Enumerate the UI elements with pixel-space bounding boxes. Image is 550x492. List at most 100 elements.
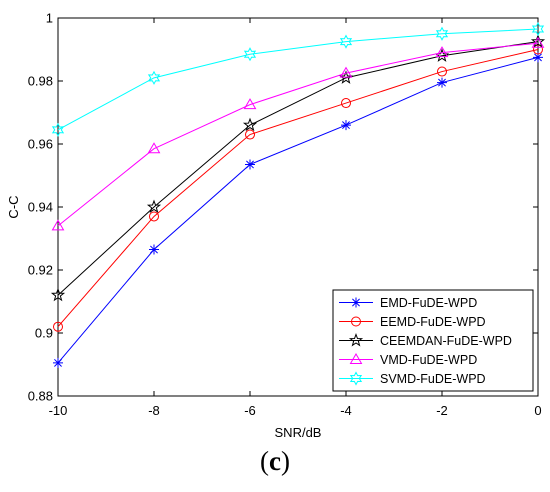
data-point-shape — [245, 159, 255, 170]
legend-marker — [348, 333, 364, 347]
legend-label: SVMD-FuDE-WPD — [380, 372, 486, 386]
legend-marker — [351, 297, 361, 308]
x-tick-label: -10 — [49, 403, 68, 418]
data-point-shape — [531, 36, 545, 48]
data-point — [531, 21, 545, 37]
data-point — [339, 34, 353, 49]
data-point-shape — [149, 211, 159, 222]
data-point — [50, 287, 66, 302]
legend-label: EMD-FuDE-WPD — [380, 296, 477, 310]
data-point — [51, 219, 65, 231]
data-point-shape — [533, 52, 543, 63]
data-point — [147, 142, 161, 154]
data-point-shape — [53, 357, 63, 368]
data-point-shape — [147, 142, 161, 154]
data-point — [531, 36, 545, 48]
legend-marker-shape — [349, 353, 363, 364]
series-line — [57, 41, 539, 296]
legend-item: VMD-FuDE-WPD — [339, 353, 477, 367]
legend-label: EEMD-FuDE-WPD — [380, 315, 486, 329]
data-point-shape — [437, 77, 447, 88]
x-tick-label: 0 — [534, 403, 541, 418]
legend-marker-shape — [349, 371, 363, 386]
chart-svg: -10 -8 -6 -4 -2 0 0.88 0.9 0.92 0.94 0.96 0.98 1 EMD… — [6, 11, 546, 440]
y-tick-label: 0.9 — [35, 326, 53, 341]
data-point-shape — [146, 199, 162, 214]
data-point-shape — [51, 219, 65, 231]
x-tick-label: -2 — [436, 403, 448, 418]
data-point-shape — [531, 21, 545, 37]
y-tick-label: 0.98 — [28, 74, 53, 89]
legend-label: VMD-FuDE-WPD — [380, 353, 477, 367]
legend-marker — [349, 371, 363, 386]
series-line — [57, 42, 539, 227]
data-point — [53, 357, 63, 368]
data-point-shape — [147, 70, 161, 85]
data-point — [341, 120, 351, 131]
series-line — [57, 28, 539, 131]
y-axis-title: C-C — [6, 195, 21, 218]
data-point-shape — [435, 46, 449, 58]
data-point — [245, 129, 255, 140]
legend-label: CEEMDAN-FuDE-WPD — [380, 334, 512, 348]
data-point — [533, 44, 543, 55]
data-point — [147, 70, 161, 85]
legend-marker-shape — [351, 297, 361, 308]
data-point-shape — [533, 44, 543, 55]
legend-item: CEEMDAN-FuDE-WPD — [339, 333, 512, 348]
data-point-shape — [341, 98, 351, 109]
series-ceemdan-fude-wpd — [50, 34, 546, 302]
data-point-shape — [243, 47, 257, 62]
data-point — [437, 66, 447, 77]
data-point — [243, 47, 257, 62]
data-point — [533, 52, 543, 63]
data-point — [51, 122, 65, 137]
data-point — [146, 199, 162, 214]
series-eemd-fude-wpd — [53, 44, 543, 332]
y-tick-label: 0.92 — [28, 263, 53, 278]
data-point-shape — [245, 129, 255, 140]
series-emd-fude-wpd — [53, 52, 543, 368]
data-point-shape — [341, 120, 351, 131]
data-point-shape — [339, 66, 353, 78]
series-svmd-fude-wpd — [51, 21, 545, 137]
data-point-shape — [242, 117, 258, 132]
y-tick-label: 0.88 — [28, 389, 53, 404]
data-point — [530, 34, 546, 48]
x-tick-label: -8 — [148, 403, 160, 418]
data-point — [437, 77, 447, 88]
caption-letter: c — [269, 446, 281, 476]
data-point — [149, 244, 159, 255]
legend-item: EEMD-FuDE-WPD — [339, 315, 486, 329]
data-point-shape — [339, 34, 353, 49]
legend-marker — [351, 316, 361, 327]
series-layer — [50, 21, 546, 368]
data-point — [339, 66, 353, 78]
caption-open: ( — [260, 446, 269, 476]
y-tick-label: 0.94 — [28, 200, 53, 215]
data-point-shape — [243, 98, 257, 110]
data-point — [435, 46, 449, 58]
data-point-shape — [437, 66, 447, 77]
series-vmd-fude-wpd — [51, 36, 545, 231]
data-point-shape — [51, 122, 65, 137]
x-tick-label: -4 — [340, 403, 352, 418]
data-point — [435, 26, 449, 41]
figure-caption: (c) — [0, 446, 550, 477]
legend-item: EMD-FuDE-WPD — [339, 296, 477, 310]
y-tick-label: 1 — [46, 11, 53, 26]
data-point — [245, 159, 255, 170]
series-line — [57, 49, 539, 328]
data-point — [53, 321, 63, 332]
data-point — [341, 98, 351, 109]
data-point-shape — [149, 244, 159, 255]
legend: EMD-FuDE-WPD EEMD-FuDE-WPD CEEMDAN-FuDE-WP… — [332, 289, 534, 392]
data-point-shape — [50, 287, 66, 302]
y-tick-label: 0.96 — [28, 137, 53, 152]
data-point-shape — [435, 26, 449, 41]
data-point — [149, 211, 159, 222]
legend-marker-shape — [348, 333, 364, 347]
data-point-shape — [53, 321, 63, 332]
legend-marker — [349, 353, 363, 364]
data-point — [242, 117, 258, 132]
